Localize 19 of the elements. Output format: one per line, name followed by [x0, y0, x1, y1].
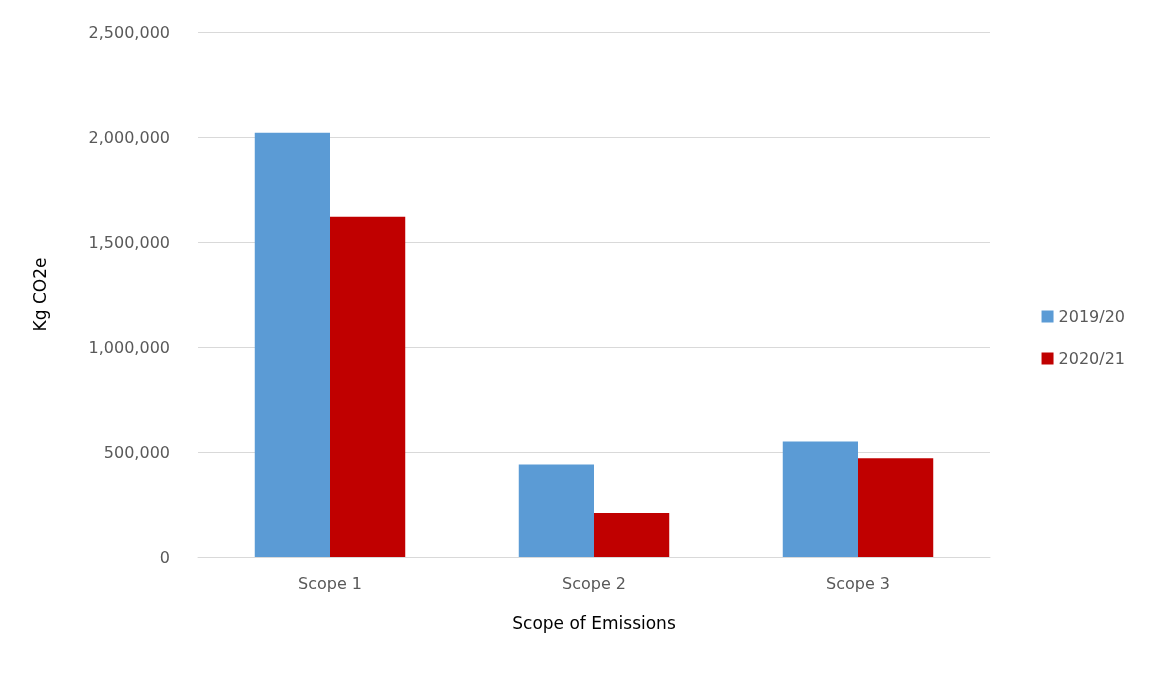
y-tick-label: 1,000,000 — [88, 337, 170, 357]
y-axis-title: Kg CO2e — [29, 257, 50, 332]
y-tick-label: 2,500,000 — [88, 22, 170, 42]
y-tick-label: 0 — [159, 547, 170, 567]
bar — [782, 441, 858, 557]
x-tick-label: Scope 1 — [297, 573, 363, 593]
legend-label: 2019/20 — [1058, 307, 1125, 326]
y-tick-label: 1,500,000 — [88, 232, 170, 252]
bar — [254, 132, 330, 557]
x-axis-title: Scope of Emissions — [512, 612, 676, 633]
y-tick-label: 2,000,000 — [88, 127, 170, 147]
bar — [518, 464, 594, 557]
x-tick-label: Scope 2 — [561, 573, 627, 593]
bar — [330, 216, 406, 557]
bar — [594, 512, 670, 557]
y-tick-label: 500,000 — [103, 442, 170, 462]
x-tick-label: Scope 3 — [825, 573, 891, 593]
legend-label: 2020/21 — [1058, 349, 1125, 368]
bar — [858, 458, 934, 557]
